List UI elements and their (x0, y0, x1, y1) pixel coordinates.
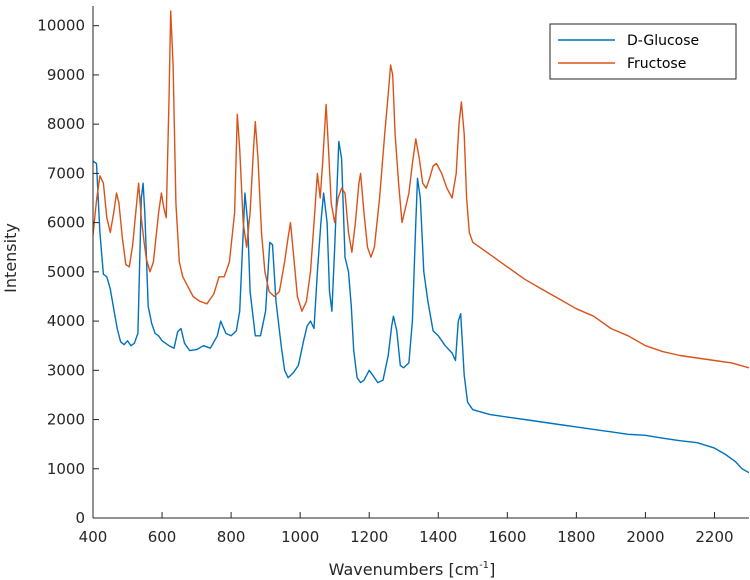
x-tick-label-2200: 2200 (695, 528, 733, 546)
y-tick-label-4000: 4000 (47, 312, 85, 330)
legend-label-d-glucose: D-Glucose (627, 33, 699, 49)
x-tick-label-800: 800 (217, 528, 246, 546)
x-tick-label-2000: 2000 (626, 528, 664, 546)
y-axis-label: Intensity (1, 223, 20, 293)
y-tick-label-2000: 2000 (47, 411, 85, 429)
y-tick-label-6000: 6000 (47, 214, 85, 232)
x-axis-label: Wavenumbers [cm-1] (329, 560, 496, 579)
series-layer (93, 10, 749, 474)
tick-layer: 400 600 800 1000 1200 1400 1600 1800 2000 2200 0 10… (37, 17, 733, 546)
axes-layer (92, 6, 749, 519)
legend: D-Glucose Fructose (549, 23, 737, 80)
x-tick-label-1400: 1400 (419, 528, 457, 546)
y-tick-label-1000: 1000 (47, 460, 85, 478)
series-line-fructose (93, 10, 749, 369)
x-tick-label-1800: 1800 (557, 528, 595, 546)
x-tick-label-1200: 1200 (350, 528, 388, 546)
y-tick-label-0: 0 (75, 509, 85, 527)
y-tick-label-5000: 5000 (47, 263, 85, 281)
x-axis-label-superscript: -1 (479, 560, 489, 571)
legend-box (549, 23, 737, 80)
y-tick-label-10000: 10000 (37, 17, 85, 35)
x-tick-label-1600: 1600 (488, 528, 526, 546)
y-tick-label-7000: 7000 (47, 164, 85, 182)
y-tick-label-9000: 9000 (47, 66, 85, 84)
legend-label-fructose: Fructose (627, 56, 686, 72)
y-tick-label-8000: 8000 (47, 115, 85, 133)
x-tick-label-1000: 1000 (281, 528, 319, 546)
x-axis-label-end: ] (489, 560, 495, 579)
x-tick-label-600: 600 (148, 528, 177, 546)
series-line-d-glucose (93, 140, 749, 474)
x-tick-label-400: 400 (79, 528, 108, 546)
y-tick-label-3000: 3000 (47, 361, 85, 379)
